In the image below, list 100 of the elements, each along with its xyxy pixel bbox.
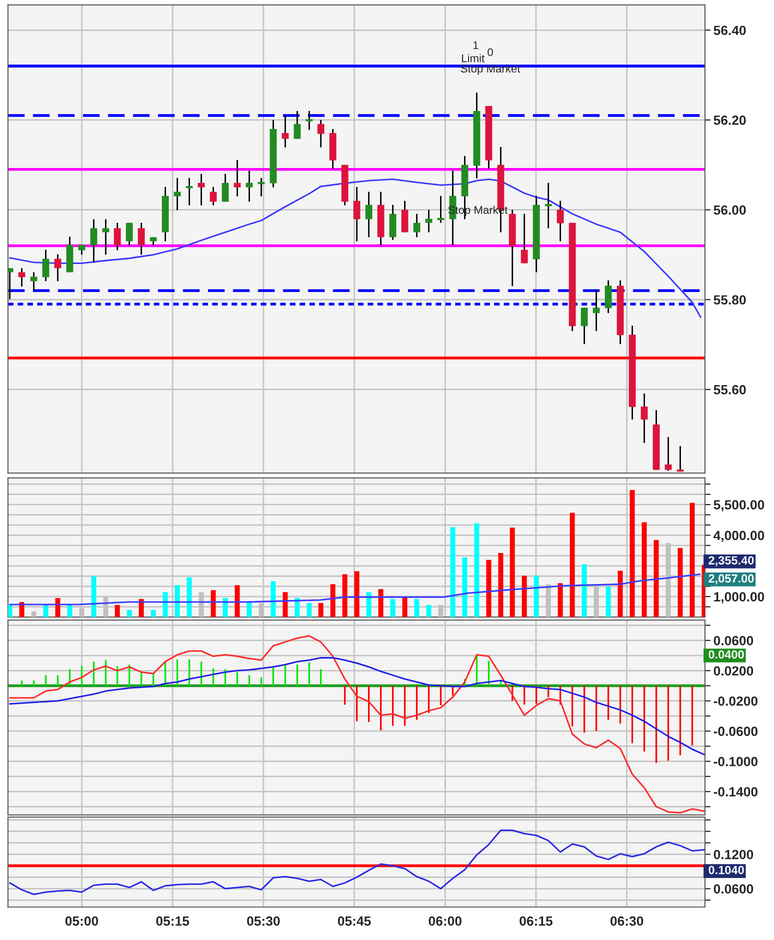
bar bbox=[534, 576, 539, 618]
bar bbox=[606, 586, 611, 618]
line-series bbox=[9, 829, 705, 896]
bar bbox=[522, 576, 527, 618]
x-tick-label: 06:30 bbox=[610, 916, 644, 926]
candlestick bbox=[353, 186, 360, 242]
candlestick bbox=[317, 119, 324, 148]
line-series bbox=[9, 635, 705, 814]
bar bbox=[126, 610, 132, 618]
bar bbox=[330, 584, 336, 618]
candlestick bbox=[592, 289, 600, 332]
bar bbox=[378, 589, 384, 618]
bar bbox=[390, 599, 396, 618]
line-series bbox=[9, 657, 705, 756]
candlestick bbox=[664, 436, 672, 472]
candlestick bbox=[580, 307, 588, 345]
text: 0.0400 bbox=[708, 650, 744, 659]
x-tick-label: 05:30 bbox=[247, 916, 280, 926]
y-tick-label: -0.1000 bbox=[714, 756, 758, 766]
bar bbox=[498, 552, 504, 618]
annotation: 0 bbox=[488, 48, 493, 56]
bar bbox=[402, 597, 408, 618]
candlestick bbox=[222, 173, 229, 202]
bar bbox=[354, 571, 360, 618]
x-tick-label: 06:15 bbox=[520, 916, 552, 926]
y-tick-label: 0.1200 bbox=[714, 850, 754, 860]
y-tick-label: 56.40 bbox=[714, 26, 746, 36]
candlestick bbox=[294, 110, 301, 140]
candlestick bbox=[114, 222, 121, 251]
candlestick bbox=[556, 200, 564, 242]
bar bbox=[414, 599, 420, 618]
x-tick-label: 05:15 bbox=[156, 916, 190, 926]
bar bbox=[174, 585, 180, 618]
bar bbox=[114, 604, 120, 618]
bar bbox=[138, 599, 144, 618]
candlestick bbox=[102, 218, 110, 256]
bar bbox=[91, 576, 96, 618]
text: 2,355.40 bbox=[708, 556, 754, 566]
bar bbox=[582, 564, 587, 618]
y-tick-label: 1,000.00 bbox=[714, 592, 764, 604]
candlestick bbox=[198, 173, 205, 206]
candlestick bbox=[42, 249, 50, 282]
bar bbox=[294, 598, 300, 618]
candlestick bbox=[425, 209, 432, 233]
bar bbox=[630, 490, 635, 618]
bar bbox=[222, 598, 228, 618]
bar bbox=[43, 604, 48, 618]
bar bbox=[306, 603, 312, 618]
candlestick bbox=[8, 267, 14, 300]
bar bbox=[642, 522, 647, 618]
y-tick-label: 4,000.00 bbox=[713, 530, 764, 542]
y-tick-label: -0.0200 bbox=[714, 696, 758, 706]
bar bbox=[510, 528, 515, 618]
y-tick-label: -0.0600 bbox=[714, 726, 758, 736]
bar bbox=[186, 577, 192, 618]
candlestick bbox=[138, 222, 145, 256]
candlestick bbox=[520, 213, 528, 264]
bar bbox=[426, 604, 432, 618]
bar bbox=[162, 592, 168, 618]
y-tick-label: 0.0600 bbox=[714, 884, 754, 894]
bar bbox=[8, 604, 12, 618]
y-tick-label: 0.0200 bbox=[714, 666, 754, 676]
annotation: 1 bbox=[473, 41, 478, 50]
y-tick-label: -0.1400 bbox=[714, 787, 758, 796]
bar bbox=[618, 570, 623, 618]
candlestick bbox=[389, 204, 396, 241]
text: 2,057.00 bbox=[708, 574, 754, 584]
x-tick-label: 05:00 bbox=[65, 916, 98, 926]
y-tick-label: 56.20 bbox=[714, 116, 746, 125]
bar bbox=[654, 540, 659, 618]
bar bbox=[31, 611, 36, 618]
text: 0.1040 bbox=[708, 866, 744, 874]
bar bbox=[342, 574, 348, 618]
candlestick bbox=[413, 213, 420, 238]
bar bbox=[366, 592, 372, 618]
candlestick bbox=[126, 222, 133, 246]
candlestick bbox=[282, 115, 289, 148]
candlestick bbox=[401, 200, 408, 233]
annotation: Limit bbox=[462, 54, 485, 62]
candlestick bbox=[210, 186, 217, 206]
candlestick bbox=[54, 254, 62, 282]
y-tick-label: 56.00 bbox=[714, 205, 746, 215]
candlestick bbox=[174, 177, 181, 211]
y-tick-label: 55.60 bbox=[714, 385, 746, 394]
candlestick bbox=[18, 267, 26, 288]
candlestick bbox=[365, 191, 372, 238]
candlestick bbox=[246, 170, 253, 202]
x-tick-label: 06:00 bbox=[428, 916, 462, 926]
y-tick-label: 0.0600 bbox=[714, 636, 754, 646]
y-tick-label: 5,500.00 bbox=[714, 500, 764, 512]
bar bbox=[150, 610, 156, 618]
bar bbox=[210, 590, 216, 618]
bar bbox=[234, 585, 240, 618]
line-series bbox=[9, 574, 701, 606]
candlestick bbox=[234, 159, 241, 198]
candlestick bbox=[30, 272, 38, 292]
candlestick bbox=[604, 280, 612, 314]
bar bbox=[246, 602, 252, 618]
line-series bbox=[9, 178, 702, 318]
candlestick bbox=[90, 218, 98, 264]
